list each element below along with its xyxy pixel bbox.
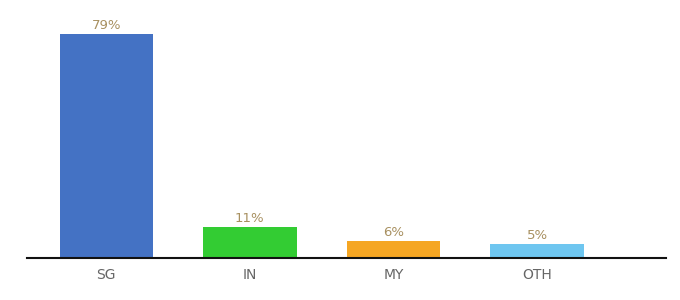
Text: 11%: 11% [235,212,265,225]
Bar [490,244,584,258]
Bar [60,34,153,258]
Text: 5%: 5% [526,229,547,242]
Bar [347,241,440,258]
Text: 79%: 79% [91,19,121,32]
Text: 6%: 6% [383,226,404,239]
Bar [203,227,296,258]
